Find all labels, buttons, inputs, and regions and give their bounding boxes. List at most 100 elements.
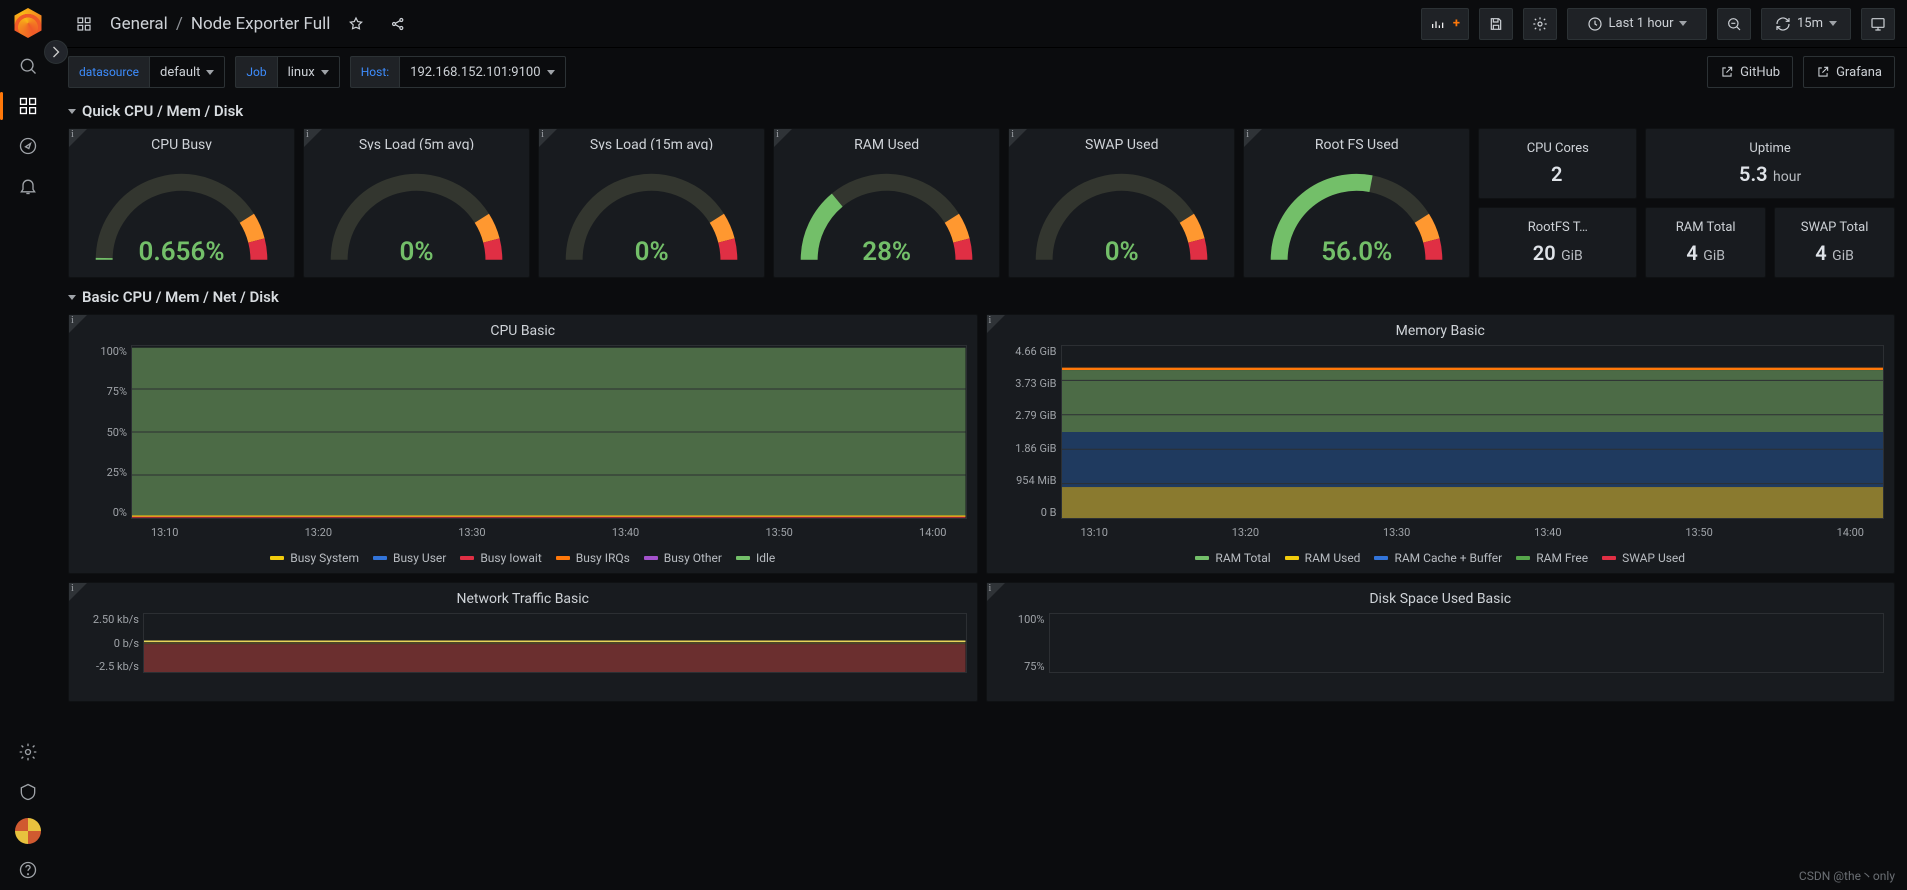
stat-panel[interactable]: Uptime 5.3 hour xyxy=(1645,128,1895,199)
info-icon[interactable] xyxy=(69,315,87,333)
stat-panel[interactable]: RAM Total 4 GiB xyxy=(1645,207,1766,278)
panel-title: SWAP Used xyxy=(1009,129,1234,150)
gauge: 56.0% xyxy=(1244,150,1469,277)
panel-title: CPU Busy xyxy=(69,129,294,150)
info-icon[interactable] xyxy=(304,129,322,147)
share-icon[interactable] xyxy=(382,8,414,40)
var-label: Job xyxy=(235,56,276,88)
stat-panel[interactable]: CPU Cores2 xyxy=(1478,128,1637,199)
gauge-value: 28% xyxy=(774,237,999,267)
gauge: 0% xyxy=(1009,150,1234,277)
time-range-picker[interactable]: Last 1 hour xyxy=(1567,8,1707,40)
gauge-panel[interactable]: CPU Busy 0.656% xyxy=(68,128,295,278)
help-icon[interactable] xyxy=(8,850,48,890)
user-avatar-icon[interactable] xyxy=(15,818,41,844)
server-admin-icon[interactable] xyxy=(8,772,48,812)
info-icon[interactable] xyxy=(987,315,1005,333)
nav-rail xyxy=(0,0,56,890)
info-icon[interactable] xyxy=(987,583,1005,601)
var-value: 192.168.152.101:9100 xyxy=(410,65,540,80)
kiosk-button[interactable] xyxy=(1861,8,1895,40)
row-header-basic[interactable]: Basic CPU / Mem / Net / Disk xyxy=(68,288,1895,306)
search-icon[interactable] xyxy=(8,46,48,86)
breadcrumb-folder[interactable]: General xyxy=(110,14,168,34)
panel-title: SWAP Total xyxy=(1801,220,1869,235)
info-icon[interactable] xyxy=(539,129,557,147)
panel-memory-basic[interactable]: Memory Basic 4.66 GiB3.73 GiB2.79 GiB1.8… xyxy=(986,314,1896,574)
topbar: General / Node Exporter Full + Last 1 ho… xyxy=(56,0,1907,48)
alerting-icon[interactable] xyxy=(8,166,48,206)
stat-value: 4 GiB xyxy=(1686,241,1725,265)
gauge-value: 0% xyxy=(1009,237,1234,267)
panel-title: Sys Load (15m avg) xyxy=(539,129,764,150)
stat-value: 4 GiB xyxy=(1815,241,1854,265)
panel-title: RAM Used xyxy=(774,129,999,150)
grafana-logo-icon[interactable] xyxy=(13,8,43,38)
var-host[interactable]: Host: 192.168.152.101:9100 xyxy=(350,56,566,88)
save-button[interactable] xyxy=(1479,8,1513,40)
panel-title: CPU Basic xyxy=(69,315,977,339)
gauge-row: CPU Busy 0.656% Sys Load (5m avg) 0% Sys… xyxy=(68,128,1895,278)
dashboard-grid-icon[interactable] xyxy=(68,8,100,40)
panel-disk-basic[interactable]: Disk Space Used Basic 100%75% xyxy=(986,582,1896,702)
legend-item[interactable]: Busy Other xyxy=(644,551,722,565)
legend-item[interactable]: RAM Used xyxy=(1285,551,1361,565)
link-grafana[interactable]: Grafana xyxy=(1803,56,1895,88)
settings-button[interactable] xyxy=(1523,8,1557,40)
legend-item[interactable]: RAM Free xyxy=(1516,551,1588,565)
legend-item[interactable]: Busy IRQs xyxy=(556,551,630,565)
info-icon[interactable] xyxy=(1244,129,1262,147)
panel-title: Root FS Used xyxy=(1244,129,1469,150)
gauge-value: 0.656% xyxy=(69,237,294,267)
var-job[interactable]: Job linux xyxy=(235,56,339,88)
info-icon[interactable] xyxy=(69,129,87,147)
gauge-panel[interactable]: RAM Used 28% xyxy=(773,128,1000,278)
time-range-label: Last 1 hour xyxy=(1609,16,1674,31)
gauge: 0% xyxy=(304,150,529,277)
stat-value: 2 xyxy=(1551,162,1564,186)
panel-title: Memory Basic xyxy=(987,315,1895,339)
panel-title: Disk Space Used Basic xyxy=(987,583,1895,607)
add-panel-button[interactable]: + xyxy=(1421,8,1469,40)
legend-item[interactable]: Idle xyxy=(736,551,775,565)
var-value: default xyxy=(160,65,200,80)
legend-item[interactable]: Busy User xyxy=(373,551,446,565)
gauge-panel[interactable]: SWAP Used 0% xyxy=(1008,128,1235,278)
panel-title: RAM Total xyxy=(1676,220,1736,235)
star-icon[interactable] xyxy=(340,8,372,40)
variable-bar: datasource default Job linux Host: 192.1… xyxy=(56,48,1907,96)
gauge-panel[interactable]: Sys Load (5m avg) 0% xyxy=(303,128,530,278)
refresh-button[interactable]: 15m xyxy=(1761,8,1851,40)
panel-title: Uptime xyxy=(1749,141,1790,156)
watermark: CSDN @the丶only xyxy=(1799,867,1895,884)
legend-item[interactable]: Busy System xyxy=(270,551,359,565)
legend-item[interactable]: RAM Total xyxy=(1195,551,1270,565)
stat-value: 20 GiB xyxy=(1533,241,1583,265)
explore-icon[interactable] xyxy=(8,126,48,166)
dashboards-icon[interactable] xyxy=(8,86,48,126)
stat-panel[interactable]: SWAP Total 4 GiB xyxy=(1774,207,1895,278)
breadcrumb-separator: / xyxy=(176,14,183,34)
info-icon[interactable] xyxy=(69,583,87,601)
legend-item[interactable]: Busy Iowait xyxy=(460,551,541,565)
info-icon[interactable] xyxy=(774,129,792,147)
legend-item[interactable]: SWAP Used xyxy=(1602,551,1685,565)
panel-cpu-basic[interactable]: CPU Basic 100%75%50%25%0% 13:1013:2013:3… xyxy=(68,314,978,574)
legend-item[interactable]: RAM Cache + Buffer xyxy=(1374,551,1502,565)
gauge-panel[interactable]: Sys Load (15m avg) 0% xyxy=(538,128,765,278)
stat-value: 5.3 hour xyxy=(1739,162,1801,186)
gauge-panel[interactable]: Root FS Used 56.0% xyxy=(1243,128,1470,278)
var-datasource[interactable]: datasource default xyxy=(68,56,225,88)
row-header-quick[interactable]: Quick CPU / Mem / Disk xyxy=(68,102,1895,120)
link-github[interactable]: GitHub xyxy=(1707,56,1793,88)
gauge: 0.656% xyxy=(69,150,294,277)
panel-network-basic[interactable]: Network Traffic Basic 2.50 kb/s0 b/s-2.5… xyxy=(68,582,978,702)
info-icon[interactable] xyxy=(1009,129,1027,147)
var-label: Host: xyxy=(350,56,399,88)
gauge-value: 0% xyxy=(539,237,764,267)
stat-panel[interactable]: RootFS T…20 GiB xyxy=(1478,207,1637,278)
gauge: 0% xyxy=(539,150,764,277)
breadcrumb-dashboard[interactable]: Node Exporter Full xyxy=(191,14,331,34)
zoom-out-button[interactable] xyxy=(1717,8,1751,40)
configuration-icon[interactable] xyxy=(8,732,48,772)
